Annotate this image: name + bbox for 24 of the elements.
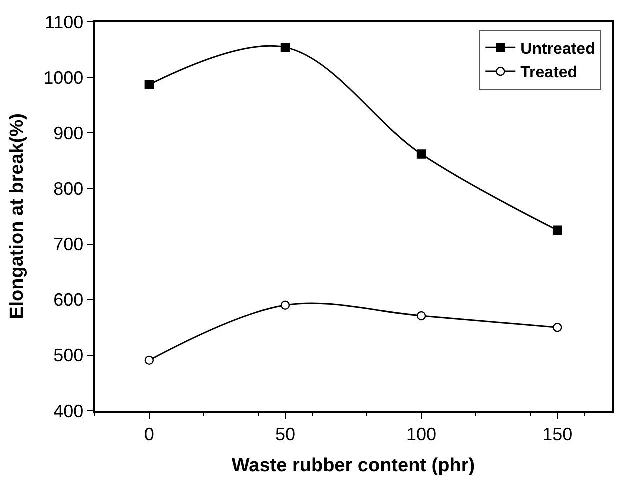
legend-label: Treated — [520, 64, 578, 82]
y-tick-label: 800 — [54, 179, 84, 200]
y-tick-label: 600 — [54, 290, 84, 310]
y-tick-label: 700 — [54, 234, 84, 255]
x-tick-label: 50 — [275, 424, 296, 444]
point — [280, 42, 290, 52]
point — [552, 226, 562, 235]
point — [280, 300, 290, 310]
legend-label: Untreated — [520, 40, 596, 58]
x-tick-label: 150 — [542, 424, 573, 444]
y-tick-label: 400 — [54, 401, 84, 422]
point — [416, 150, 426, 159]
y-axis-title: Elongation at break(%) — [6, 114, 28, 320]
point — [416, 311, 426, 321]
point — [552, 323, 562, 332]
point — [144, 356, 154, 366]
x-tick-label: 0 — [144, 424, 154, 444]
y-tick-label: 500 — [54, 346, 84, 366]
y-tick-label: 1100 — [44, 12, 84, 32]
y-tick-label: 900 — [54, 123, 84, 144]
y-tick-label: 1000 — [44, 68, 84, 88]
x-axis-title: Waste rubber content (phr) — [232, 456, 476, 477]
point — [144, 80, 154, 90]
x-tick-label: 100 — [406, 424, 437, 444]
